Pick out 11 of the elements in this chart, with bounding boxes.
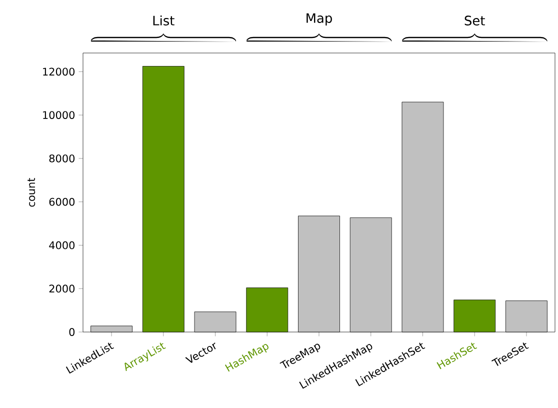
y-tick-label: 8000 [49,154,75,162]
text: Set [464,16,485,26]
y-tick-label: 0 [69,328,75,336]
y-tick-label: 4000 [49,241,75,250]
text: Map [306,13,332,26]
y-axis-title: count [28,178,36,207]
text: List [153,15,174,26]
y-tick-label: 6000 [49,198,75,206]
y-tick-label: 12000 [43,68,75,76]
y-tick-label: 10000 [43,111,75,119]
y-tick-label: 2000 [49,284,75,293]
